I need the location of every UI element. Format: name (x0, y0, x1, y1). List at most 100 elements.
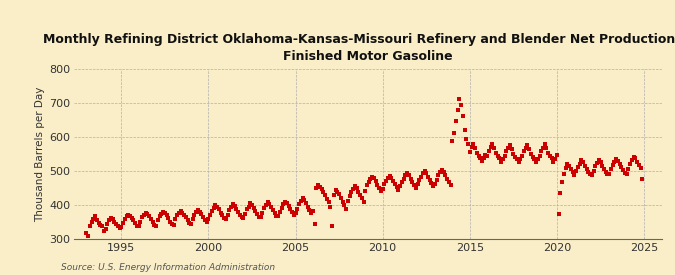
Point (311, 186, 322, 190)
Point (264, 202, 275, 206)
Point (588, 169, 599, 173)
Point (614, 162, 625, 166)
Point (130, 221, 140, 225)
Point (404, 173, 414, 178)
Point (621, 172, 632, 176)
Point (602, 172, 613, 177)
Point (318, 189, 329, 194)
Point (231, 206, 242, 211)
Point (167, 222, 178, 226)
Point (630, 156, 641, 161)
Point (255, 215, 266, 219)
Point (482, 153, 493, 158)
Point (534, 153, 545, 158)
Point (405, 176, 416, 181)
Text: Source: U.S. Energy Information Administration: Source: U.S. Energy Information Administ… (61, 263, 275, 272)
Point (500, 153, 510, 158)
Point (477, 159, 487, 163)
Point (111, 222, 122, 226)
Point (431, 178, 442, 182)
Point (194, 210, 205, 214)
Point (221, 217, 232, 221)
Point (234, 213, 245, 217)
Point (604, 172, 615, 176)
Point (554, 211, 564, 216)
Point (516, 153, 527, 158)
Point (608, 163, 618, 167)
Point (450, 118, 461, 123)
Point (537, 146, 548, 150)
Point (323, 200, 334, 205)
Point (381, 178, 392, 183)
Point (437, 168, 448, 172)
Point (188, 217, 198, 221)
Point (109, 219, 119, 224)
Point (210, 203, 221, 207)
Point (240, 211, 250, 216)
Point (317, 187, 327, 191)
Point (344, 193, 355, 198)
Point (292, 206, 302, 211)
Point (464, 150, 475, 155)
Point (372, 183, 383, 187)
Point (375, 189, 386, 193)
Point (100, 227, 111, 231)
Point (377, 186, 388, 191)
Point (459, 128, 470, 132)
Point (423, 174, 433, 179)
Point (402, 171, 412, 176)
Point (135, 219, 146, 224)
Point (503, 146, 514, 150)
Point (479, 156, 489, 160)
Point (313, 183, 323, 188)
Point (578, 160, 589, 164)
Point (227, 202, 238, 207)
Point (358, 200, 369, 204)
Point (454, 97, 465, 101)
Point (612, 159, 623, 163)
Point (555, 191, 566, 196)
Point (248, 206, 259, 210)
Point (501, 149, 512, 153)
Point (296, 199, 306, 203)
Point (599, 166, 610, 171)
Point (165, 219, 176, 224)
Point (81, 231, 92, 235)
Point (462, 142, 473, 147)
Point (350, 184, 360, 188)
Point (173, 210, 184, 215)
Point (410, 186, 421, 190)
Point (271, 213, 281, 218)
Point (363, 180, 374, 184)
Point (495, 159, 506, 164)
Point (306, 210, 317, 215)
Point (387, 178, 398, 183)
Point (184, 221, 194, 226)
Point (294, 202, 304, 206)
Point (365, 176, 376, 181)
Point (171, 213, 182, 218)
Point (618, 168, 628, 173)
Point (440, 173, 451, 177)
Point (304, 207, 315, 212)
Point (384, 174, 395, 178)
Point (449, 131, 460, 135)
Point (471, 151, 482, 156)
Point (252, 212, 263, 216)
Point (356, 196, 367, 200)
Point (287, 210, 298, 214)
Point (425, 178, 435, 182)
Point (400, 173, 411, 178)
Point (163, 216, 173, 220)
Point (360, 189, 371, 193)
Point (581, 166, 592, 171)
Point (485, 145, 496, 149)
Point (137, 215, 148, 219)
Point (246, 203, 257, 207)
Point (203, 217, 214, 222)
Point (147, 219, 158, 224)
Point (333, 192, 344, 196)
Point (416, 174, 427, 179)
Point (346, 189, 356, 194)
Point (441, 176, 452, 181)
